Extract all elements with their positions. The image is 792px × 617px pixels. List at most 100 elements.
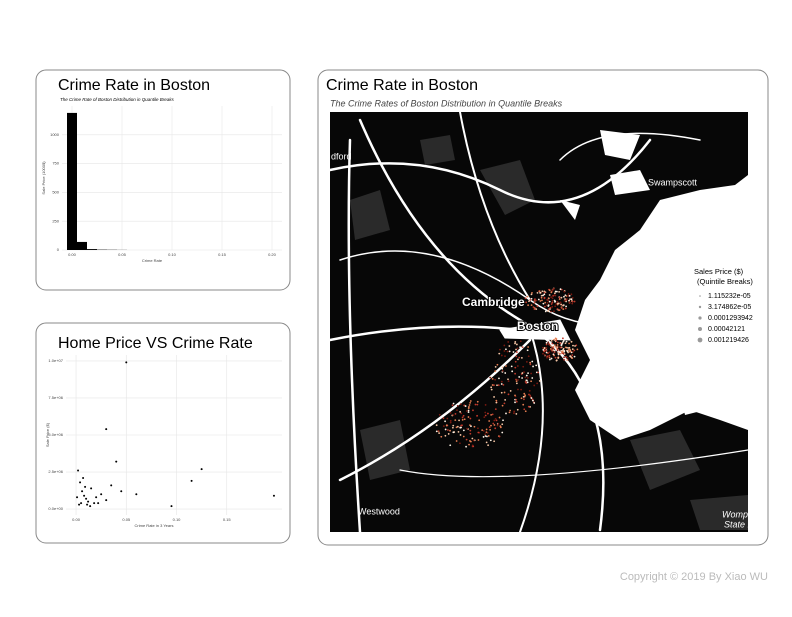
crime-dot [565, 308, 567, 310]
crime-dot [501, 432, 503, 434]
crime-dot [541, 290, 543, 292]
crime-dot [549, 294, 551, 296]
crime-dot [564, 300, 566, 302]
crime-dot [499, 349, 501, 351]
crime-dot [477, 427, 479, 429]
map-subtitle: The Crime Rates of Boston Distribution i… [330, 98, 563, 108]
x-tick-label: 0.20 [268, 252, 277, 257]
crime-dot [495, 402, 497, 404]
crime-dot [527, 372, 529, 374]
legend-symbol [698, 327, 702, 331]
point [273, 495, 275, 497]
crime-dot [503, 384, 505, 386]
crime-dot [474, 426, 476, 428]
crime-dot [572, 351, 574, 353]
crime-dot [529, 390, 531, 392]
crime-dot [569, 295, 571, 297]
crime-dot [513, 351, 515, 353]
crime-dot [568, 347, 570, 349]
crime-dot [517, 347, 519, 349]
crime-dot [502, 405, 504, 407]
crime-dot [525, 376, 527, 378]
panel [36, 323, 290, 543]
point [201, 468, 203, 470]
crime-dot [572, 297, 574, 299]
crime-dot [492, 423, 494, 425]
crime-dot [574, 345, 576, 347]
point [115, 461, 117, 463]
crime-dot [547, 310, 549, 312]
crime-dot [536, 300, 538, 302]
crime-dot [449, 430, 451, 432]
crime-dot [566, 359, 568, 361]
crime-dot [493, 396, 495, 398]
crime-dot [447, 429, 449, 431]
crime-dot [446, 424, 448, 426]
crime-dot [495, 366, 497, 368]
point [120, 490, 122, 492]
crime-dot [452, 404, 454, 406]
crime-dot [516, 380, 518, 382]
crime-dot [484, 412, 486, 414]
crime-dot [548, 343, 550, 345]
crime-dot [561, 297, 563, 299]
crime-dot [560, 347, 562, 349]
crime-dot [525, 410, 527, 412]
crime-dot [526, 375, 528, 377]
crime-dot [551, 349, 553, 351]
crime-dot [509, 411, 511, 413]
crime-dot [569, 349, 571, 351]
crime-dot [533, 402, 535, 404]
crime-dot [523, 371, 525, 373]
crime-dot [568, 293, 570, 295]
crime-dot [517, 359, 519, 361]
crime-dot [473, 439, 475, 441]
crime-dot [468, 406, 470, 408]
point [86, 504, 88, 506]
crime-dot [515, 361, 517, 363]
crime-dot [485, 435, 487, 437]
place-label: Cambridge [462, 295, 525, 309]
crime-dot [446, 418, 448, 420]
point [89, 505, 91, 507]
crime-dot [562, 305, 564, 307]
crime-dot [492, 384, 494, 386]
crime-dot [569, 301, 571, 303]
crime-dot [521, 397, 523, 399]
crime-dot [565, 356, 567, 358]
crime-dot [495, 400, 497, 402]
crime-dot [502, 370, 504, 372]
y-tick-label: 250 [52, 218, 59, 223]
crime-dot [460, 427, 462, 429]
crime-dot [520, 389, 522, 391]
x-tick-label: 0.00 [72, 517, 81, 522]
crime-dot [436, 430, 438, 432]
crime-dot [552, 295, 554, 297]
point [83, 495, 85, 497]
crime-dot [532, 400, 534, 402]
crime-dot [552, 289, 554, 291]
crime-dot [494, 427, 496, 429]
crime-dot [546, 342, 548, 344]
crime-dot [556, 360, 558, 362]
crime-dot [544, 292, 546, 294]
crime-dot [563, 356, 565, 358]
crime-dot [476, 415, 478, 417]
crime-dot [546, 352, 548, 354]
crime-dot [531, 293, 533, 295]
point [105, 428, 107, 430]
crime-dot [530, 380, 532, 382]
crime-dot [504, 355, 506, 357]
crime-dot [478, 419, 480, 421]
y-tick-label: 0.0e+00 [48, 506, 63, 511]
crime-dot [537, 305, 539, 307]
y-tick-label: 1000 [50, 132, 60, 137]
crime-dot [490, 425, 492, 427]
crime-dot [444, 435, 446, 437]
crime-dot [524, 394, 526, 396]
crime-dot [557, 350, 559, 352]
crime-dot [550, 311, 552, 313]
crime-dot [495, 418, 497, 420]
